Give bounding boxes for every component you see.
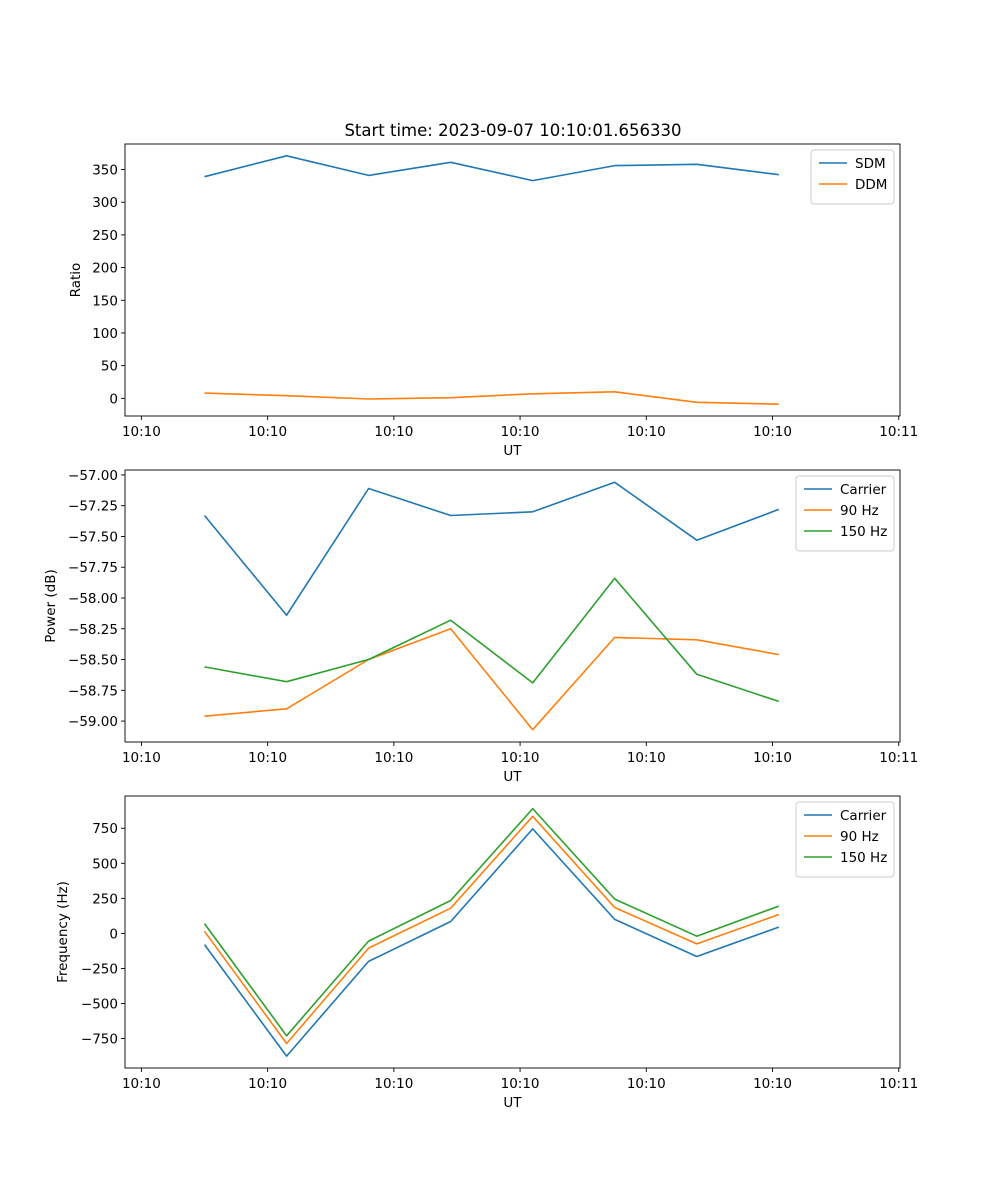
legend-label: 150 Hz — [840, 850, 887, 866]
power-series-90-hz — [204, 627, 779, 731]
y-tick-label: 250 — [92, 228, 118, 244]
ratio-x-axis-label: UT — [503, 443, 522, 459]
x-tick-label: 10:10 — [374, 1076, 413, 1092]
x-tick-label: 10:10 — [627, 750, 666, 766]
frequency-subplot: 10:10 10:10 10:10 10:10 10:10 10:10 10:11 −750 −… — [55, 795, 918, 1111]
y-tick-label: −57.00 — [68, 468, 118, 484]
x-tick-label: 10:10 — [122, 1076, 161, 1092]
power-series-150-hz — [204, 577, 780, 703]
x-tick-label: 10:11 — [879, 1076, 918, 1092]
x-tick-label: 10:10 — [374, 424, 413, 440]
legend-label: DDM — [855, 177, 887, 193]
power-series-carrier — [203, 481, 780, 617]
y-tick-label: 350 — [92, 163, 118, 179]
y-tick-label: 200 — [92, 261, 118, 277]
y-tick-label: 500 — [92, 856, 118, 872]
ratio-series-ddm — [204, 390, 779, 405]
x-tick-label: 10:10 — [374, 750, 413, 766]
legend-label: Carrier — [840, 482, 887, 498]
y-tick-label: 0 — [109, 926, 118, 942]
legend-label: 90 Hz — [840, 503, 879, 519]
x-tick-label: 10:10 — [501, 1076, 540, 1092]
ratio-y-axis-label: Ratio — [68, 263, 84, 298]
y-tick-label: −57.75 — [68, 560, 118, 576]
x-tick-label: 10:10 — [248, 424, 287, 440]
y-tick-label: −58.50 — [68, 653, 118, 669]
ratio-legend: SDM DDM — [810, 149, 895, 205]
y-tick-label: −58.25 — [68, 622, 118, 638]
frequency-axes-frame — [124, 795, 901, 1069]
y-tick-label: 100 — [92, 326, 118, 342]
x-tick-label: 10:10 — [248, 1076, 287, 1092]
legend-box — [795, 475, 895, 552]
x-tick-label: 10:10 — [501, 424, 540, 440]
frequency-y-axis-label: Frequency (Hz) — [55, 881, 71, 983]
legend-label: 150 Hz — [840, 524, 887, 540]
frequency-x-axis-label: UT — [503, 1095, 522, 1111]
power-axes-frame — [124, 469, 901, 743]
y-tick-label: 0 — [109, 391, 118, 407]
frequency-series-150-hz — [203, 807, 780, 1037]
x-tick-label: 10:10 — [753, 424, 792, 440]
y-tick-label: 150 — [92, 293, 118, 309]
x-tick-label: 10:10 — [248, 750, 287, 766]
y-tick-label: 250 — [92, 891, 118, 907]
legend-label: 90 Hz — [840, 829, 879, 845]
ratio-series-sdm — [204, 155, 779, 182]
power-y-axis-label: Power (dB) — [43, 569, 59, 642]
y-tick-label: −57.25 — [68, 499, 118, 515]
legend-label: Carrier — [840, 808, 887, 824]
x-tick-label: 10:10 — [627, 1076, 666, 1092]
y-tick-label: −58.00 — [68, 591, 118, 607]
y-tick-label: −250 — [81, 961, 118, 977]
x-tick-label: 10:10 — [501, 750, 540, 766]
y-tick-label: −57.50 — [68, 529, 118, 545]
ratio-subplot: 10:10 10:10 10:10 10:10 10:10 10:10 10:11 0 50 10… — [68, 143, 918, 459]
x-tick-label: 10:10 — [122, 750, 161, 766]
x-tick-label: 10:10 — [122, 424, 161, 440]
y-tick-label: −58.75 — [68, 683, 118, 699]
frequency-legend: Carrier 90 Hz 150 Hz — [795, 801, 895, 878]
chart-title: Start time: 2023-09-07 10:10:01.656330 — [344, 121, 681, 140]
power-legend: Carrier 90 Hz 150 Hz — [795, 475, 895, 552]
frequency-series-90-hz — [203, 815, 780, 1045]
x-tick-label: 10:11 — [879, 750, 918, 766]
y-tick-label: −750 — [81, 1032, 118, 1048]
x-tick-label: 10:11 — [879, 424, 918, 440]
power-subplot: 10:10 10:10 10:10 10:10 10:10 10:10 10:11 −59.0… — [43, 468, 918, 785]
power-x-axis-label: UT — [503, 769, 522, 785]
x-tick-label: 10:10 — [627, 424, 666, 440]
x-tick-label: 10:10 — [753, 1076, 792, 1092]
y-tick-label: 750 — [92, 821, 118, 837]
y-tick-label: −59.00 — [68, 714, 118, 730]
y-tick-label: −500 — [81, 997, 118, 1013]
y-tick-label: 300 — [92, 195, 118, 211]
legend-label: SDM — [855, 156, 886, 172]
ratio-axes-frame — [124, 143, 901, 417]
frequency-series-carrier — [203, 828, 780, 1057]
y-tick-label: 50 — [101, 359, 118, 375]
x-tick-label: 10:10 — [753, 750, 792, 766]
legend-box — [795, 801, 895, 878]
